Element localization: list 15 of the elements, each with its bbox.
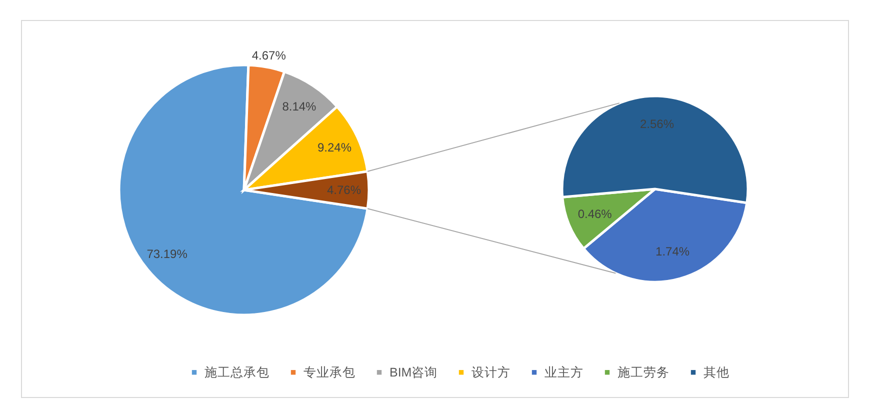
legend-label: 其他 [704, 365, 730, 380]
data-label: 4.76% [326, 183, 362, 197]
data-label: 1.74% [656, 244, 690, 259]
data-label: 9.24% [317, 140, 352, 154]
legend-label: 施工总承包 [204, 365, 270, 380]
legend-label: BIM咨询 [390, 365, 438, 380]
data-label: 8.14% [282, 100, 317, 114]
legend-label: 业主方 [544, 364, 584, 380]
legend-label: 施工劳务 [618, 365, 670, 380]
data-label: 4.67% [252, 48, 286, 62]
data-label: 73.19% [146, 246, 188, 261]
data-label: 2.56% [640, 116, 674, 131]
legend-label: 设计方 [472, 364, 510, 380]
data-label: 0.46% [578, 206, 612, 221]
legend-label: 专业承包 [304, 365, 356, 380]
